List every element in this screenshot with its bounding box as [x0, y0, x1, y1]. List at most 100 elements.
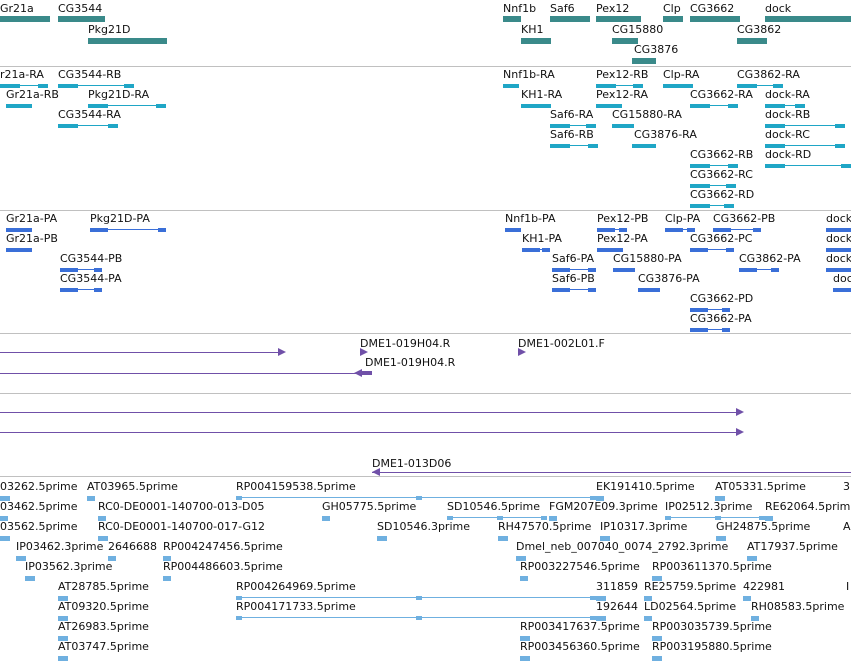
feature-label[interactable]: AT03965.5prime — [87, 480, 178, 493]
feature-label[interactable]: 422981 — [743, 580, 785, 593]
feature-label[interactable]: Pex12-PA — [597, 232, 648, 245]
feature-label[interactable]: dock-RC — [765, 128, 810, 141]
feature-label[interactable]: Pex12-PB — [597, 212, 649, 225]
feature-label[interactable]: Pex12-RA — [596, 88, 649, 101]
feature-label[interactable]: 192644 — [596, 600, 638, 613]
feature-label[interactable]: Dmel_neb_007040_0074_2792.3prime — [516, 540, 729, 553]
feature-label[interactable]: A — [843, 520, 851, 533]
feature-label[interactable]: CG3662 — [690, 2, 735, 15]
feature-label[interactable]: RP003611370.5prime — [652, 560, 772, 573]
feature-label[interactable]: I — [846, 580, 850, 593]
feature-label[interactable]: FGM207E09.3prime — [549, 500, 658, 513]
feature-label[interactable]: AT03747.5prime — [58, 640, 149, 653]
feature-label[interactable]: CG3862-RA — [737, 68, 800, 81]
feature-label[interactable]: AT09320.5prime — [58, 600, 149, 613]
feature-label[interactable]: KH1-RA — [521, 88, 563, 101]
feature-label[interactable]: Pkg21D-PA — [90, 212, 150, 225]
feature-label[interactable]: CG3662-RA — [690, 88, 753, 101]
feature-label[interactable]: RP004486603.5prime — [163, 560, 283, 573]
feature-label[interactable]: CG3876-PA — [638, 272, 700, 285]
feature-label[interactable]: r21a-RA — [0, 68, 44, 81]
feature-label[interactable]: KH1-PA — [522, 232, 562, 245]
feature-label[interactable]: RH08583.5prime — [751, 600, 845, 613]
feature-label[interactable]: Pkg21D-RA — [88, 88, 150, 101]
feature-label[interactable]: dock-RB — [765, 108, 811, 121]
feature-label[interactable]: RH47570.5prime — [498, 520, 592, 533]
feature-label[interactable]: 3 — [843, 480, 850, 493]
feature-label[interactable]: RE62064.5prime — [765, 500, 851, 513]
feature-label[interactable]: RP004171733.5prime — [236, 600, 356, 613]
feature-label[interactable]: Saf6-PB — [552, 272, 595, 285]
feature-label[interactable]: IP02512.3prime — [665, 500, 753, 513]
feature-label[interactable]: Pex12-RB — [596, 68, 649, 81]
feature-label[interactable]: RP003227546.5prime — [520, 560, 640, 573]
feature-label[interactable]: IP03462.3prime — [16, 540, 104, 553]
feature-label[interactable]: Gr21a-PB — [6, 232, 58, 245]
feature-label[interactable]: Gr21a-RB — [6, 88, 59, 101]
feature-label[interactable]: Clp — [663, 2, 681, 15]
feature-label[interactable]: Nnf1b — [503, 2, 537, 15]
feature-label[interactable]: CG3862-PA — [739, 252, 801, 265]
feature-label[interactable]: CG3876 — [634, 43, 679, 56]
feature-label[interactable]: RP003417637.5prime — [520, 620, 640, 633]
feature-label[interactable]: 2646688 — [108, 540, 157, 553]
feature-label[interactable]: CG3662-PA — [690, 312, 752, 325]
feature-label[interactable]: 03262.5prime — [0, 480, 78, 493]
feature-label[interactable]: AT17937.5prime — [747, 540, 838, 553]
feature-label[interactable]: dock — [826, 232, 851, 245]
feature-label[interactable]: CG15880-PA — [613, 252, 682, 265]
feature-label[interactable]: CG3662-RB — [690, 148, 754, 161]
feature-label[interactable]: DME1-019H04.R — [365, 356, 456, 369]
feature-label[interactable]: RP003195880.5prime — [652, 640, 772, 653]
feature-label[interactable]: RC0-DE0001-140700-013-D05 — [98, 500, 265, 513]
feature-label[interactable]: Nnf1b-PA — [505, 212, 556, 225]
feature-label[interactable]: CG3544-RA — [58, 108, 121, 121]
feature-label[interactable]: AT05331.5prime — [715, 480, 806, 493]
feature-label[interactable]: dock — [826, 252, 851, 265]
feature-label[interactable]: Saf6-RB — [550, 128, 594, 141]
feature-label[interactable]: dock — [833, 272, 851, 285]
feature-label[interactable]: CG3862 — [737, 23, 782, 36]
feature-label[interactable]: dock — [765, 2, 792, 15]
feature-label[interactable]: Gr21a — [0, 2, 34, 15]
feature-label[interactable]: CG3662-RD — [690, 188, 755, 201]
feature-label[interactable]: RE25759.5prime — [644, 580, 737, 593]
feature-label[interactable]: RP004247456.5prime — [163, 540, 283, 553]
feature-label[interactable]: RP004159538.5prime — [236, 480, 356, 493]
feature-label[interactable]: RP003035739.5prime — [652, 620, 772, 633]
feature-label[interactable]: CG15880-RA — [612, 108, 682, 121]
feature-label[interactable]: RP004264969.5prime — [236, 580, 356, 593]
feature-label[interactable]: Saf6-RA — [550, 108, 594, 121]
feature-label[interactable]: AT26983.5prime — [58, 620, 149, 633]
feature-label[interactable]: CG3544-RB — [58, 68, 122, 81]
feature-label[interactable]: RC0-DE0001-140700-017-G12 — [98, 520, 265, 533]
feature-label[interactable]: Clp-PA — [665, 212, 701, 225]
feature-label[interactable]: Pkg21D — [88, 23, 131, 36]
feature-label[interactable]: KH1 — [521, 23, 544, 36]
feature-label[interactable]: CG3544-PA — [60, 272, 122, 285]
feature-label[interactable]: GH24875.5prime — [716, 520, 811, 533]
feature-label[interactable]: AT28785.5prime — [58, 580, 149, 593]
feature-label[interactable]: 03462.5prime — [0, 500, 78, 513]
feature-label[interactable]: dock-RA — [765, 88, 810, 101]
feature-label[interactable]: IP03562.3prime — [25, 560, 113, 573]
feature-label[interactable]: DME1-019H04.R — [360, 337, 451, 350]
feature-label[interactable]: LD02564.5prime — [644, 600, 737, 613]
feature-label[interactable]: Pex12 — [596, 2, 630, 15]
feature-label[interactable]: 03562.5prime — [0, 520, 78, 533]
feature-label[interactable]: RP003456360.5prime — [520, 640, 640, 653]
feature-label[interactable]: IP10317.3prime — [600, 520, 688, 533]
feature-label[interactable]: Nnf1b-RA — [503, 68, 555, 81]
feature-label[interactable]: Gr21a-PA — [6, 212, 58, 225]
feature-label[interactable]: DME1-002L01.F — [518, 337, 605, 350]
feature-label[interactable]: EK191410.5prime — [596, 480, 695, 493]
feature-label[interactable]: CG3662-RC — [690, 168, 753, 181]
feature-label[interactable]: CG3544-PB — [60, 252, 123, 265]
feature-label[interactable]: Saf6-PA — [552, 252, 595, 265]
feature-label[interactable]: 311859 — [596, 580, 638, 593]
feature-label[interactable]: CG3662-PC — [690, 232, 753, 245]
feature-label[interactable]: CG3876-RA — [634, 128, 697, 141]
feature-label[interactable]: GH05775.5prime — [322, 500, 417, 513]
feature-label[interactable]: Saf6 — [550, 2, 575, 15]
